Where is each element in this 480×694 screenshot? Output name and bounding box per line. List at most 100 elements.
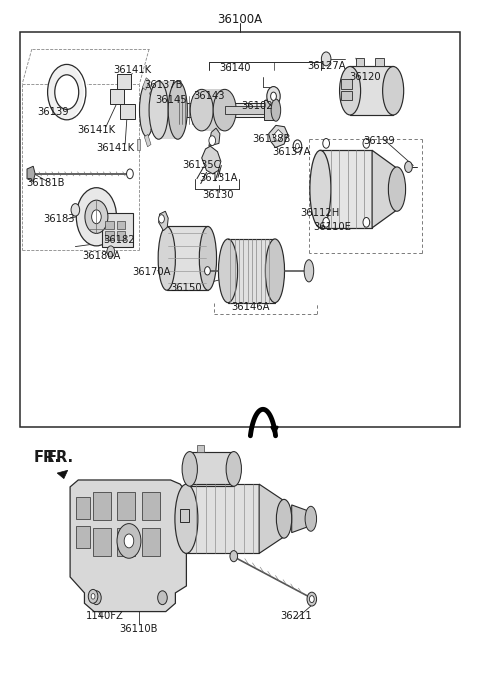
Bar [117, 221, 125, 229]
Text: 36137A: 36137A [272, 147, 311, 158]
Text: 36182: 36182 [104, 235, 135, 245]
Bar [190, 452, 234, 486]
Polygon shape [27, 167, 35, 181]
Bar [142, 493, 160, 520]
Bar [154, 101, 162, 108]
Circle shape [124, 534, 134, 548]
Text: 36130: 36130 [203, 189, 234, 200]
Circle shape [157, 591, 167, 604]
Bar [93, 493, 111, 520]
Bar [142, 528, 160, 556]
Bar [186, 484, 259, 553]
Polygon shape [57, 471, 68, 479]
Bar [154, 115, 163, 123]
Bar [144, 135, 151, 147]
Circle shape [271, 92, 276, 101]
Text: 36110E: 36110E [313, 222, 351, 232]
Polygon shape [158, 211, 168, 230]
Polygon shape [292, 505, 311, 532]
Bar [76, 525, 90, 548]
Bar [197, 446, 204, 452]
Ellipse shape [149, 81, 168, 139]
Bar [180, 509, 189, 521]
Circle shape [363, 139, 370, 149]
Text: 36110B: 36110B [120, 624, 158, 634]
Text: 36181B: 36181B [26, 178, 64, 188]
Ellipse shape [218, 239, 238, 303]
Circle shape [158, 214, 164, 223]
Text: 36183: 36183 [43, 214, 75, 224]
Ellipse shape [199, 226, 216, 290]
Bar [151, 126, 159, 137]
Polygon shape [259, 484, 284, 553]
Text: 36141K: 36141K [96, 143, 134, 153]
Text: 36146A: 36146A [232, 302, 270, 312]
Circle shape [267, 87, 280, 106]
Bar [120, 104, 135, 119]
Ellipse shape [304, 260, 314, 282]
Bar [117, 74, 132, 90]
Text: 36150: 36150 [170, 283, 202, 293]
Text: FR.: FR. [47, 450, 74, 465]
Circle shape [405, 162, 412, 173]
Ellipse shape [190, 90, 213, 131]
Bar [340, 79, 352, 89]
Bar [117, 528, 135, 556]
Circle shape [92, 210, 101, 223]
Circle shape [323, 139, 329, 149]
Text: 36199: 36199 [363, 136, 395, 146]
Ellipse shape [383, 67, 404, 115]
Bar [321, 151, 372, 228]
Bar [350, 67, 393, 115]
Circle shape [85, 200, 108, 233]
Circle shape [88, 589, 98, 603]
Text: 36120: 36120 [349, 72, 381, 82]
Text: 36127A: 36127A [307, 62, 346, 71]
Text: 36131A: 36131A [199, 173, 238, 183]
Circle shape [293, 140, 302, 153]
Text: 36139: 36139 [37, 106, 69, 117]
Circle shape [92, 591, 101, 604]
Text: 36138B: 36138B [252, 134, 290, 144]
Text: 36102: 36102 [241, 101, 273, 111]
Bar [110, 89, 124, 104]
Circle shape [310, 595, 314, 602]
Text: 36140: 36140 [219, 63, 251, 73]
Text: 36170A: 36170A [132, 267, 171, 277]
Text: 36211: 36211 [281, 611, 312, 620]
Text: 36137B: 36137B [144, 81, 183, 90]
Bar [228, 239, 275, 303]
Ellipse shape [140, 84, 154, 137]
Circle shape [363, 217, 370, 227]
Polygon shape [70, 480, 186, 611]
Text: 36143: 36143 [193, 91, 225, 101]
Bar [137, 139, 141, 151]
Bar [225, 106, 265, 115]
Polygon shape [274, 130, 283, 142]
Bar [264, 101, 276, 120]
Circle shape [209, 136, 216, 146]
Ellipse shape [213, 90, 236, 131]
Bar [149, 87, 158, 98]
Text: 36112H: 36112H [300, 208, 339, 218]
Bar [375, 58, 384, 67]
Ellipse shape [226, 452, 241, 486]
Ellipse shape [265, 239, 285, 303]
Circle shape [76, 187, 117, 246]
Bar [76, 497, 90, 519]
Bar [20, 32, 460, 427]
Text: FR.: FR. [34, 450, 61, 465]
Circle shape [127, 169, 133, 178]
Circle shape [107, 246, 115, 257]
Text: 36145: 36145 [155, 95, 186, 105]
Text: 1140FZ: 1140FZ [86, 611, 124, 620]
Ellipse shape [158, 226, 175, 290]
Circle shape [55, 75, 79, 110]
Circle shape [296, 144, 300, 149]
Circle shape [117, 523, 141, 558]
Polygon shape [202, 146, 221, 174]
Bar [202, 90, 225, 131]
Circle shape [91, 593, 95, 599]
Ellipse shape [339, 67, 360, 115]
Circle shape [323, 217, 329, 227]
